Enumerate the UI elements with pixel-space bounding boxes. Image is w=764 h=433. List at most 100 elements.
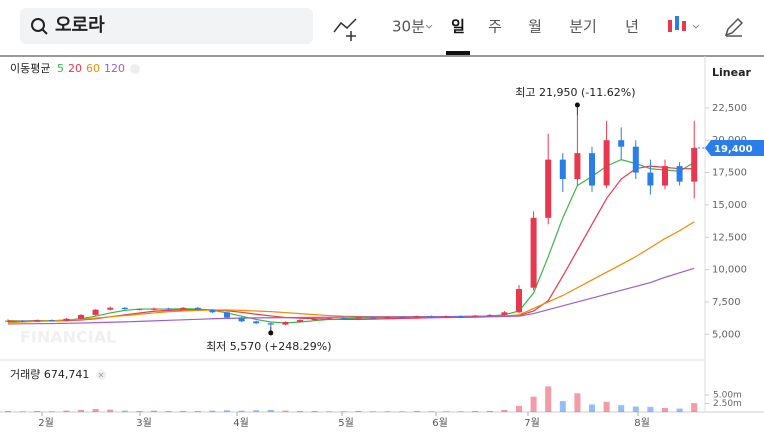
last-price-tag [705,139,764,156]
search-box[interactable] [20,8,313,44]
candle-body [194,307,201,310]
x-tick-label: 6월 [432,417,448,429]
candle-body [355,317,362,319]
ma-legend: 60 [86,62,100,75]
volume-bar [180,410,187,412]
volume-bar [457,411,464,412]
volume-bar [326,411,333,412]
candle-body [413,316,420,318]
volume-bar [19,411,26,412]
x-tick-label: 3월 [136,417,152,429]
period-button[interactable]: 분기 [569,18,597,36]
y-tick-label: 22,500 [712,103,747,114]
candle-icon[interactable] [668,16,686,32]
period-button[interactable]: 일 [451,18,465,36]
candle-body [618,140,625,147]
ma-line [7,267,695,325]
volume-bar [297,410,303,412]
volume-bar [151,410,157,412]
volume-bar [647,406,654,412]
volume-bar [238,410,245,412]
watermark: FINANCIAL [20,328,116,347]
volume-bar [340,411,347,412]
x-tick-label: 5월 [338,417,354,429]
candle-body [151,308,157,310]
volume-bar [136,410,143,412]
ma-line [7,221,695,324]
low-annotation: 최저 5,570 (+248.29%) [206,340,331,353]
volume-bar [530,396,537,412]
candle-body [676,166,683,182]
search-query: 오로라 [55,15,105,36]
volume-bar [107,409,114,412]
candle-body [472,315,479,317]
close-icon[interactable]: × [96,370,106,380]
candle-body [282,322,289,325]
candle-body [516,289,522,313]
volume-tick-label: 5.00m [713,390,742,400]
volume-bar [355,410,362,412]
volume-bar [63,410,70,412]
volume-bar [618,405,625,412]
candle-body [370,317,376,319]
volume-bar [5,410,11,412]
candle-body [48,320,55,322]
volume-tick-label: 2.50m [713,399,742,409]
volume-bar [92,408,99,412]
volume-bar [48,411,55,412]
x-tick-label: 4월 [233,417,249,429]
volume-bar [632,406,639,412]
volume-label: 거래량 674,741 [10,368,89,381]
volume-bar [691,403,698,412]
scale-button[interactable]: Linear [712,66,751,79]
volume-bar [472,410,479,412]
candle-body [78,314,84,319]
volume-bar [676,408,683,412]
candle-body [632,146,639,173]
x-tick-label: 8월 [634,417,650,429]
candle-body [5,320,11,322]
volume-bar [516,405,522,412]
candle-body [224,312,230,318]
candle-body [63,318,70,321]
candle-body [19,320,26,322]
candle-body [647,172,654,186]
period-button[interactable]: 월 [528,18,542,36]
volume-bar [311,410,318,412]
candle-body [530,217,537,288]
candle-body [384,316,391,319]
volume-bar [34,410,41,412]
selected-underline [446,51,470,55]
candle-body [589,153,595,186]
svg-text:×: × [98,371,105,380]
ma-label: 이동평균 [10,62,50,75]
candle-body [691,147,698,182]
candle-body [34,320,41,322]
ma-legend: 5 [57,62,64,75]
period-button[interactable]: 년 [625,18,639,36]
period-button[interactable]: 주 [488,18,502,36]
volume-bar [267,409,274,412]
draw-icon[interactable] [724,17,744,37]
dropdown-arrow [425,24,433,29]
volume-bar [443,411,449,412]
volume-bar [501,409,508,412]
interval-button[interactable]: 30분 [392,18,425,36]
candle-body [428,316,435,318]
indicator-icon[interactable] [333,18,357,41]
volume-bar [282,410,289,412]
close-icon[interactable] [130,64,140,74]
y-tick-label: 17,500 [712,168,747,179]
candle-body [501,312,508,315]
candle-body [340,318,347,320]
y-tick-label: 10,000 [712,265,747,276]
candle-body [326,318,333,320]
volume-bar [194,410,201,412]
high-annotation: 최고 21,950 (-11.62%) [515,86,635,99]
volume-bar [370,411,376,412]
volume-bar [662,407,668,412]
candle-body [107,307,114,310]
candle-body [559,159,566,180]
volume-bar [165,410,172,412]
